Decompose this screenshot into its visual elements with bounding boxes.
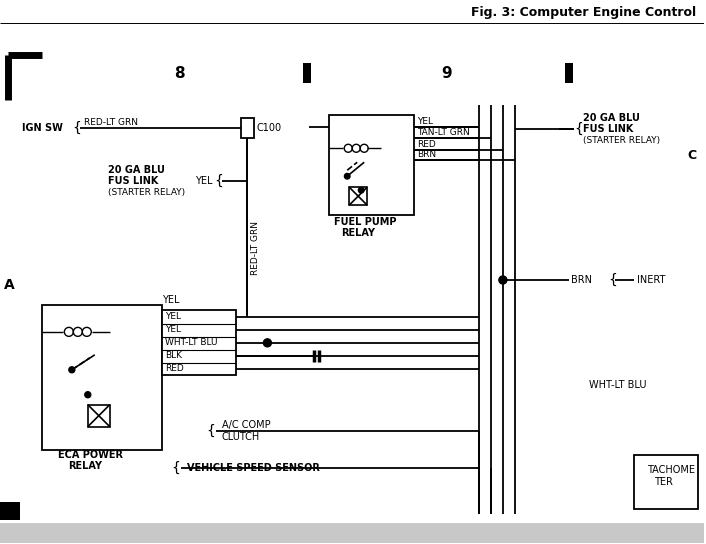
Text: {: {: [207, 424, 215, 437]
Circle shape: [499, 276, 507, 284]
Text: BLK: BLK: [164, 351, 181, 360]
Text: FUS LINK: FUS LINK: [582, 125, 633, 134]
Circle shape: [345, 174, 350, 179]
Text: 20 GA BLU: 20 GA BLU: [582, 113, 640, 123]
Text: YEL: YEL: [162, 295, 179, 305]
Text: IGN SW: IGN SW: [22, 123, 63, 133]
Bar: [0, 523, 705, 543]
Text: FUS LINK: FUS LINK: [108, 176, 158, 186]
Text: C100: C100: [256, 123, 282, 133]
Text: YEL: YEL: [417, 117, 433, 126]
Text: YEL: YEL: [195, 176, 212, 186]
Text: YEL: YEL: [164, 312, 181, 322]
Text: 8: 8: [174, 66, 185, 81]
Text: {: {: [215, 174, 223, 188]
Text: (STARTER RELAY): (STARTER RELAY): [582, 136, 660, 145]
Text: RED: RED: [164, 364, 184, 373]
Bar: [565, 64, 573, 83]
Text: TER: TER: [654, 477, 672, 486]
Text: INERT: INERT: [637, 275, 665, 285]
Circle shape: [85, 392, 91, 398]
Text: CLUTCH: CLUTCH: [222, 431, 260, 442]
Text: 9: 9: [442, 66, 453, 81]
Text: {: {: [575, 122, 584, 137]
Text: TACHOME: TACHOME: [647, 465, 695, 474]
Bar: [349, 187, 367, 205]
Circle shape: [69, 367, 75, 373]
Text: RELAY: RELAY: [68, 461, 102, 471]
Text: Fig. 3: Computer Engine Control: Fig. 3: Computer Engine Control: [472, 6, 696, 19]
Bar: [304, 64, 311, 83]
Text: WHT-LT BLU: WHT-LT BLU: [164, 338, 217, 347]
Text: RED-LT GRN: RED-LT GRN: [84, 118, 138, 127]
Text: RED: RED: [417, 140, 436, 149]
Text: BRN: BRN: [570, 275, 592, 285]
Circle shape: [359, 187, 364, 193]
Bar: [633, 455, 698, 510]
Bar: [0, 503, 20, 521]
Text: RED-LT GRN: RED-LT GRN: [251, 221, 261, 275]
Text: FUEL PUMP: FUEL PUMP: [334, 217, 397, 227]
Text: (STARTER RELAY): (STARTER RELAY): [108, 188, 185, 197]
Text: {: {: [172, 461, 181, 474]
Text: VEHICLE SPEED SENSOR: VEHICLE SPEED SENSOR: [186, 462, 319, 473]
Bar: [42, 305, 162, 449]
Text: TAN-LT GRN: TAN-LT GRN: [417, 128, 469, 137]
Text: YEL: YEL: [164, 325, 181, 335]
Bar: [241, 119, 254, 138]
Text: C: C: [688, 149, 696, 162]
Text: ECA POWER: ECA POWER: [58, 449, 123, 460]
Text: RELAY: RELAY: [341, 228, 375, 238]
Bar: [162, 310, 237, 375]
Text: WHT-LT BLU: WHT-LT BLU: [589, 380, 646, 390]
Text: A: A: [4, 278, 15, 292]
Text: 20 GA BLU: 20 GA BLU: [108, 165, 164, 175]
Text: {: {: [609, 273, 618, 287]
Text: {: {: [72, 121, 80, 135]
Text: A/C COMP: A/C COMP: [222, 419, 270, 430]
Bar: [329, 115, 414, 215]
Bar: [88, 405, 109, 426]
Circle shape: [263, 339, 271, 347]
Text: BRN: BRN: [417, 150, 436, 159]
